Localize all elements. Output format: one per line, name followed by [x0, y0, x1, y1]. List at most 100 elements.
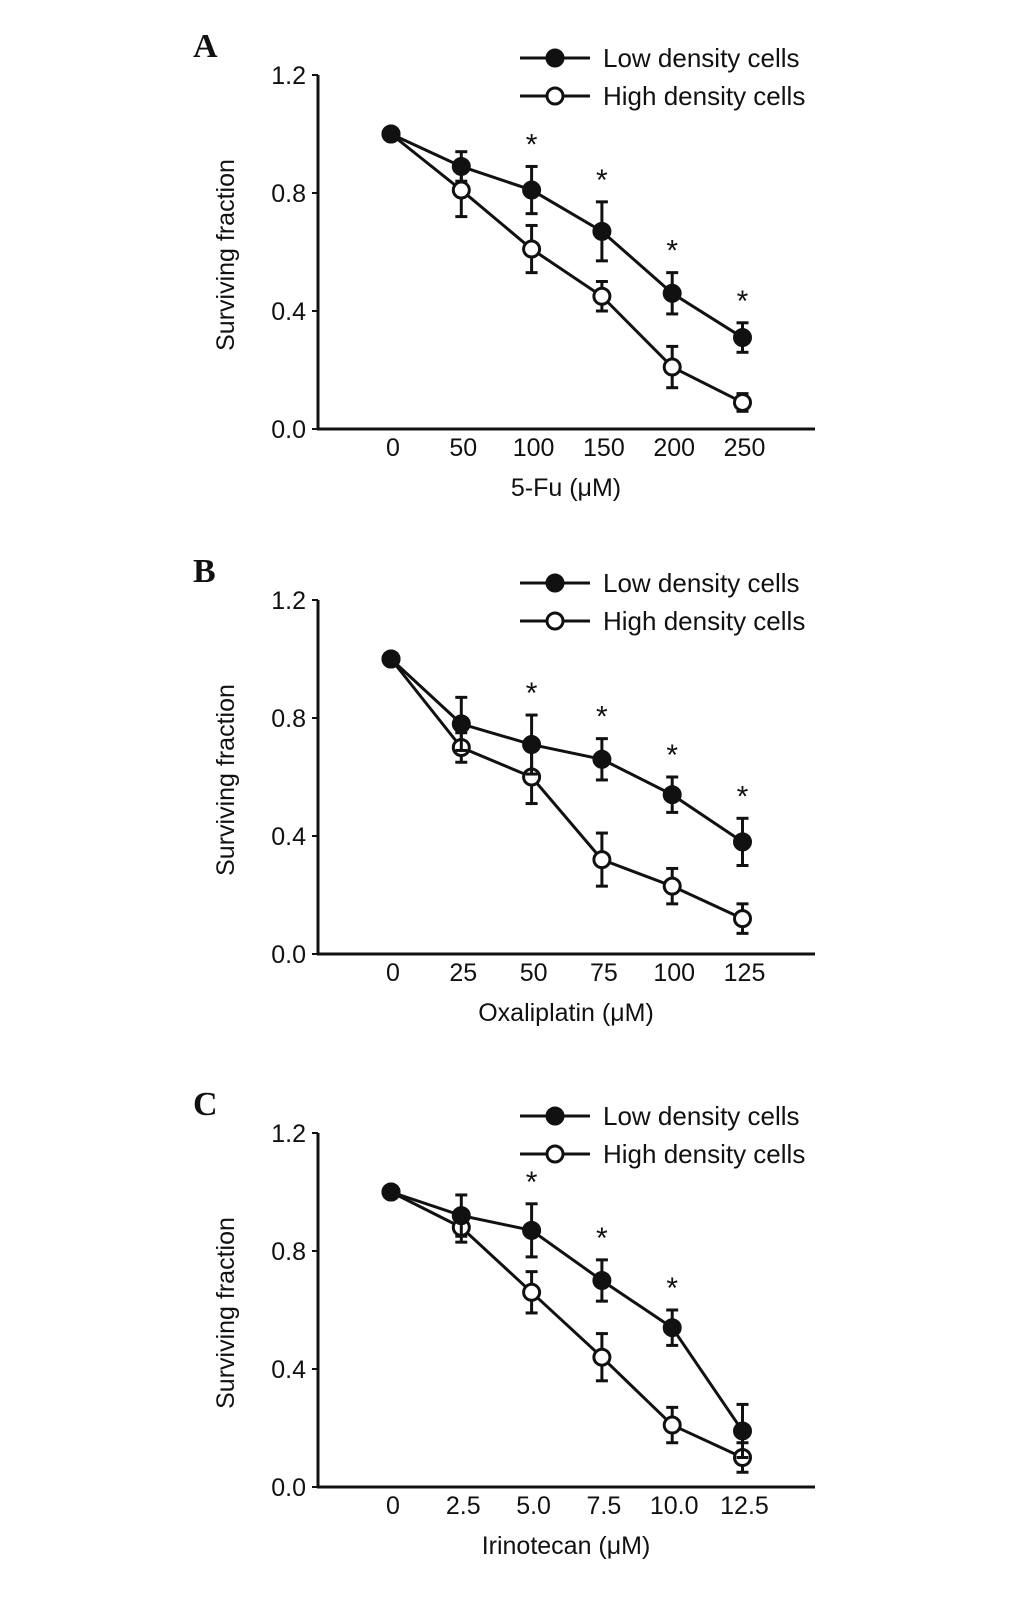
x-tick-label: 200 — [653, 434, 695, 462]
x-tick-label: 100 — [513, 434, 555, 462]
x-tick-label: 10.0 — [650, 1492, 699, 1520]
significance-marker: * — [526, 128, 538, 161]
significance-marker: * — [737, 285, 749, 318]
panel-c: C 0.0 0.4 0.8 1.2 0 2.5 5.0 7.5 10.0 12.5 Irinoteca… — [193, 1086, 815, 1560]
significance-marker: * — [666, 1272, 678, 1305]
legend-marker — [545, 1144, 565, 1164]
x-axis-label: 5-Fu (μM) — [511, 474, 621, 502]
x-tick-label: 50 — [449, 434, 477, 462]
x-tick-label: 2.5 — [446, 1492, 481, 1520]
data-point — [451, 156, 471, 176]
y-tick-label: 0.0 — [271, 416, 306, 444]
legend-label: Low density cells — [603, 568, 800, 598]
y-tick-label: 0.4 — [271, 823, 306, 851]
x-tick-label: 7.5 — [587, 1492, 622, 1520]
significance-marker: * — [596, 701, 608, 734]
x-tick-label: 150 — [583, 434, 625, 462]
x-axis-label: Irinotecan (μM) — [482, 1532, 651, 1560]
significance-marker: * — [737, 780, 749, 813]
data-point — [733, 1421, 752, 1441]
panel-letter: C — [193, 1086, 218, 1123]
legend: Low density cells High density cells — [520, 568, 805, 636]
significance-marker: * — [526, 677, 538, 710]
significance-marker: * — [666, 739, 678, 772]
x-tick-label: 75 — [590, 959, 618, 987]
panel-a: A 0.0 0.4 0.8 1.2 0 50 100 150 200 250 5-Fu (μM) Sur… — [193, 28, 815, 502]
legend-marker — [545, 86, 565, 106]
y-axis-label: Surviving fraction — [212, 159, 240, 351]
series-low-density: * * * * — [381, 649, 752, 867]
significance-marker: * — [596, 1222, 608, 1255]
data-point — [522, 239, 542, 259]
series-line — [389, 657, 744, 844]
y-tick-label: 0.0 — [271, 1474, 306, 1502]
y-tick-label: 0.4 — [271, 1356, 306, 1384]
y-tick-label: 1.2 — [271, 587, 306, 615]
data-point — [451, 714, 471, 734]
data-point — [592, 850, 612, 870]
x-tick-label: 50 — [520, 959, 548, 987]
x-tick-label: 5.0 — [516, 1492, 551, 1520]
significance-marker: * — [596, 164, 608, 197]
y-tick-label: 0.8 — [271, 705, 306, 733]
data-point — [662, 785, 682, 805]
x-tick-label: 125 — [724, 959, 766, 987]
legend-label: High density cells — [603, 1139, 805, 1169]
data-point — [662, 1318, 682, 1338]
x-axis-label: Oxaliplatin (μM) — [478, 999, 654, 1027]
y-tick-label: 0.0 — [271, 941, 306, 969]
data-point — [592, 749, 612, 769]
series-line — [389, 658, 744, 920]
data-point — [662, 357, 682, 377]
series-line — [390, 1190, 744, 1432]
data-point — [451, 180, 471, 200]
x-tick-label: 0 — [386, 1492, 400, 1520]
data-point — [381, 649, 401, 669]
data-point — [381, 124, 401, 144]
series-low-density: * * * * — [381, 124, 752, 354]
data-point — [733, 392, 752, 412]
y-axis-label: Surviving fraction — [212, 1217, 240, 1409]
data-point — [592, 286, 612, 306]
data-point — [522, 1220, 542, 1240]
y-tick-label: 1.2 — [271, 1120, 306, 1148]
legend-marker — [545, 611, 565, 631]
data-point — [592, 1347, 612, 1367]
series-low-density: * * * — [381, 1166, 752, 1459]
y-axis-label: Surviving fraction — [212, 684, 240, 876]
panel-letter: A — [193, 28, 218, 65]
legend-label: High density cells — [603, 606, 805, 636]
legend-label: Low density cells — [603, 43, 800, 73]
legend-label: High density cells — [603, 81, 805, 111]
data-point — [592, 221, 612, 241]
panel-letter: B — [193, 553, 216, 590]
panel-b: B 0.0 0.4 0.8 1.2 0 25 50 75 100 125 Oxaliplatin (μ… — [193, 553, 815, 1027]
x-tick-label: 250 — [724, 434, 766, 462]
x-tick-label: 0 — [386, 959, 400, 987]
data-point — [733, 328, 752, 348]
y-tick-label: 0.8 — [271, 180, 306, 208]
legend-label: Low density cells — [603, 1101, 800, 1131]
series-high-density — [381, 124, 752, 413]
data-point — [381, 1182, 401, 1202]
y-tick-label: 0.4 — [271, 298, 306, 326]
y-tick-label: 0.8 — [271, 1238, 306, 1266]
legend: Low density cells High density cells — [520, 43, 805, 111]
series-line — [390, 132, 744, 339]
data-point — [522, 735, 542, 755]
data-point — [733, 832, 752, 852]
x-tick-label: 100 — [653, 959, 695, 987]
significance-marker: * — [666, 235, 678, 268]
legend: Low density cells High density cells — [520, 1101, 805, 1169]
data-point — [451, 1206, 471, 1226]
legend-marker — [545, 1106, 565, 1126]
x-tick-label: 25 — [449, 959, 477, 987]
data-point — [592, 1271, 612, 1290]
legend-marker — [545, 573, 565, 593]
series-high-density — [381, 649, 752, 935]
series-line — [390, 1190, 744, 1459]
data-point — [662, 876, 682, 896]
data-point — [662, 283, 682, 303]
series-line — [390, 132, 744, 404]
